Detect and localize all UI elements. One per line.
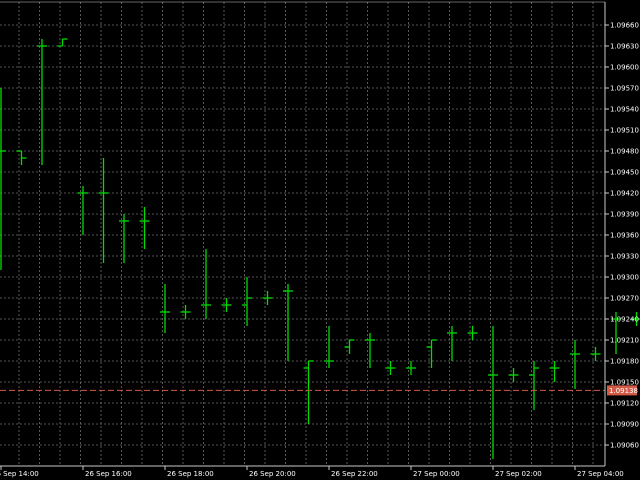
y-tick-label: 1.09180 bbox=[610, 358, 639, 366]
ohlc-bar bbox=[303, 360, 314, 424]
ohlc-bar bbox=[37, 39, 47, 165]
y-tick-label: 1.09390 bbox=[610, 211, 639, 219]
ohlc-bar bbox=[344, 339, 355, 354]
ohlc-bar bbox=[488, 326, 498, 459]
ohlc-bar bbox=[0, 88, 6, 270]
y-tick-label: 1.09420 bbox=[610, 190, 639, 198]
current-price-tag bbox=[607, 385, 637, 396]
ohlc-bar bbox=[467, 326, 478, 340]
current-price-label: 1.09138 bbox=[609, 387, 638, 395]
x-tick-label: 26 Sep 20:00 bbox=[249, 470, 296, 478]
x-tick-label: 26 Sep 22:00 bbox=[331, 470, 378, 478]
y-tick-label: 1.09660 bbox=[610, 22, 639, 30]
x-tick-label: 27 Sep 04:00 bbox=[577, 470, 624, 478]
ohlc-bar bbox=[119, 214, 129, 263]
ohlc-bar bbox=[242, 277, 252, 326]
ohlc-bar bbox=[590, 347, 601, 361]
grid-layer bbox=[0, 2, 605, 466]
y-tick-label: 1.09450 bbox=[610, 169, 639, 177]
y-tick-label: 1.09330 bbox=[610, 253, 639, 261]
bars-layer bbox=[0, 38, 640, 459]
ohlc-bar bbox=[611, 312, 621, 354]
y-tick-label: 1.09540 bbox=[610, 106, 639, 114]
ohlc-bar bbox=[98, 158, 109, 263]
x-tick-label: 26 Sep 14:00 bbox=[0, 470, 39, 478]
ohlc-bar bbox=[57, 38, 68, 47]
ohlc-bar bbox=[570, 340, 580, 389]
x-tick-label: 27 Sep 00:00 bbox=[413, 470, 460, 478]
ohlc-bar bbox=[201, 249, 211, 319]
y-tick-label: 1.09300 bbox=[610, 274, 639, 282]
ohlc-bar bbox=[221, 298, 232, 312]
ohlc-bar bbox=[324, 326, 334, 368]
ohlc-bar bbox=[529, 361, 539, 410]
y-tick-label: 1.09480 bbox=[610, 148, 639, 156]
y-tick-label: 1.09270 bbox=[610, 295, 639, 303]
x-tick-label: 26 Sep 18:00 bbox=[167, 470, 214, 478]
y-tick-label: 1.09120 bbox=[610, 400, 639, 408]
ohlc-bar bbox=[406, 361, 416, 375]
y-tick-label: 1.09090 bbox=[610, 421, 639, 429]
y-tick-label: 1.09570 bbox=[610, 85, 639, 93]
ohlc-bar bbox=[283, 284, 293, 361]
ohlc-bar bbox=[180, 305, 191, 319]
ohlc-bar bbox=[549, 361, 560, 382]
ohlc-bar bbox=[139, 207, 150, 249]
y-tick-label: 1.09210 bbox=[610, 337, 639, 345]
ohlc-bar bbox=[385, 361, 396, 375]
y-tick-label: 1.09240 bbox=[610, 316, 639, 324]
ohlc-bar bbox=[262, 291, 273, 305]
y-tick-label: 1.09600 bbox=[610, 64, 639, 72]
ohlc-bar bbox=[160, 284, 170, 333]
ohlc-bar bbox=[447, 326, 457, 361]
ohlc-bar bbox=[16, 150, 27, 165]
ohlc-bar bbox=[78, 186, 88, 235]
price-line-layer: 1.09138 bbox=[0, 385, 638, 396]
ohlc-bar bbox=[365, 333, 375, 368]
x-tick-label: 26 Sep 16:00 bbox=[85, 470, 132, 478]
y-tick-label: 1.09060 bbox=[610, 442, 639, 450]
ohlc-bar bbox=[426, 339, 437, 368]
y-tick-label: 1.09150 bbox=[610, 379, 639, 387]
y-tick-label: 1.09360 bbox=[610, 232, 639, 240]
y-tick-label: 1.09630 bbox=[610, 43, 639, 51]
ohlc-bar bbox=[631, 312, 640, 326]
x-tick-label: 27 Sep 02:00 bbox=[495, 470, 542, 478]
y-tick-label: 1.09510 bbox=[610, 127, 639, 135]
ohlc-bar bbox=[508, 368, 519, 382]
